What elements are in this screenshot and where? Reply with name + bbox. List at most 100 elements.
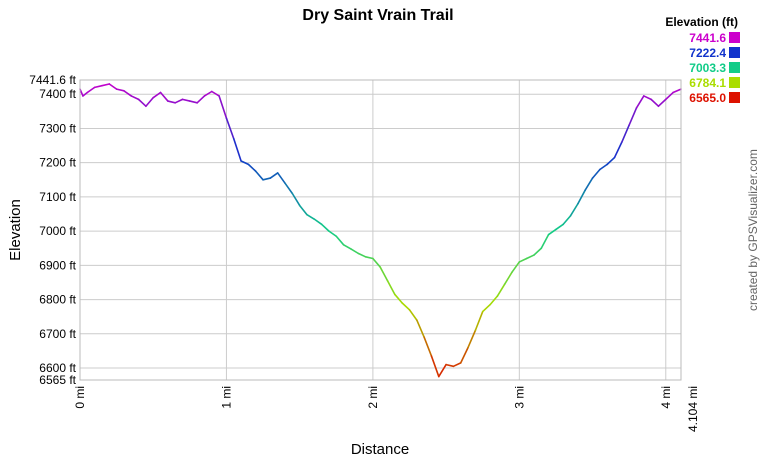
- elevation-segment: [577, 189, 587, 205]
- elevation-segment: [101, 83, 111, 87]
- elevation-segment: [584, 177, 594, 191]
- y-tick-label: 7100 ft: [39, 190, 76, 204]
- legend-value: 7441.6: [689, 31, 726, 45]
- legend: Elevation (ft) 7441.67222.47003.36784.16…: [665, 15, 740, 105]
- elevation-segment: [210, 90, 220, 97]
- elevation-segment: [518, 257, 528, 263]
- elevation-segment: [225, 117, 235, 140]
- legend-swatch: [729, 77, 740, 88]
- elevation-segment: [232, 137, 242, 162]
- legend-title: Elevation (ft): [665, 15, 738, 29]
- elevation-segment: [379, 266, 389, 282]
- elevation-segment: [474, 310, 484, 332]
- elevation-segment: [467, 329, 477, 349]
- elevation-segment: [394, 293, 403, 304]
- elevation-segment: [167, 100, 176, 104]
- legend-value: 6784.1: [689, 76, 726, 90]
- elevation-segment: [547, 228, 557, 236]
- elevation-segment: [335, 235, 345, 246]
- elevation-segment: [306, 213, 316, 220]
- elevation-segment: [320, 223, 330, 232]
- elevation-segment: [108, 83, 118, 90]
- elevation-segment: [591, 168, 601, 179]
- elevation-segment: [416, 319, 425, 339]
- elevation-segment: [489, 295, 499, 306]
- elevation-segment: [364, 255, 374, 260]
- x-axis-title: Distance: [351, 441, 409, 458]
- elevation-segment: [569, 202, 579, 217]
- x-tick-label: 0 mi: [73, 386, 87, 409]
- elevation-segment: [599, 163, 608, 171]
- elevation-segment: [606, 156, 616, 166]
- legend-value: 6565.0: [689, 91, 726, 105]
- y-tick-label: 6600 ft: [39, 361, 76, 375]
- elevation-segment: [196, 95, 206, 104]
- elevation-segment: [137, 98, 147, 108]
- y-tick-label: 6700 ft: [39, 327, 76, 341]
- legend-swatch: [729, 92, 740, 103]
- elevation-segment: [672, 88, 682, 94]
- elevation-segment: [481, 303, 491, 313]
- elevation-segment: [525, 254, 535, 260]
- y-tick-label: 6565 ft: [39, 373, 76, 387]
- credit-text: created by GPSVisualizer.com: [746, 149, 760, 311]
- y-axis-title: Elevation: [7, 199, 24, 261]
- y-tick-label: 7300 ft: [39, 121, 76, 135]
- elevation-segment: [123, 90, 133, 97]
- x-tick-label: 2 mi: [366, 386, 380, 409]
- elevation-segment: [650, 98, 660, 108]
- elevation-segment: [342, 244, 352, 250]
- elevation-segment: [159, 91, 169, 102]
- y-tick-label: 7200 ft: [39, 156, 76, 170]
- elevation-segment: [372, 257, 382, 268]
- elevation-segment: [240, 160, 250, 166]
- plot-border: [79, 79, 682, 381]
- elevation-segment: [657, 98, 667, 108]
- elevation-segment: [254, 170, 264, 181]
- elevation-segment: [357, 252, 367, 258]
- elevation-series: [79, 83, 682, 378]
- elevation-segment: [247, 163, 257, 173]
- legend-swatch: [729, 47, 740, 58]
- elevation-segment: [350, 248, 360, 255]
- y-tick-label: 6800 ft: [39, 293, 76, 307]
- elevation-segment: [452, 362, 462, 368]
- elevation-segment: [86, 86, 96, 94]
- legend-value: 7222.4: [689, 46, 726, 60]
- elevation-segment: [93, 84, 103, 89]
- elevation-segment: [291, 192, 301, 207]
- elevation-segment: [328, 230, 338, 238]
- elevation-segment: [511, 261, 521, 273]
- y-tick-label: 7000 ft: [39, 224, 76, 238]
- elevation-segment: [386, 279, 396, 296]
- y-tick-label: 6900 ft: [39, 258, 76, 272]
- elevation-segment: [269, 172, 279, 179]
- x-tick-label: 4.104 mi: [686, 386, 700, 432]
- x-tick-label: 3 mi: [512, 386, 526, 409]
- elevation-segment: [276, 172, 286, 185]
- elevation-segment: [533, 247, 543, 256]
- chart-title: Dry Saint Vrain Trail: [302, 7, 453, 24]
- elevation-segment: [82, 91, 89, 97]
- elevation-segment: [189, 100, 198, 104]
- elevation-segment: [115, 88, 125, 92]
- elevation-segment: [181, 98, 191, 102]
- elevation-segment: [445, 363, 455, 368]
- legend-swatch: [729, 62, 740, 73]
- elevation-segment: [635, 95, 645, 109]
- legend-value: 7003.3: [689, 61, 726, 75]
- plot-area: [80, 80, 681, 380]
- elevation-segment: [152, 91, 162, 99]
- elevation-segment: [145, 96, 155, 108]
- x-tick-labels: 0 mi 1 mi 2 mi 3 mi 4 mi 4.104 mi: [73, 386, 700, 432]
- elevation-segment: [408, 309, 418, 321]
- elevation-segment: [613, 141, 623, 159]
- elevation-segment: [503, 271, 513, 285]
- x-tick-label: 1 mi: [219, 386, 233, 409]
- elevation-segment: [430, 355, 440, 378]
- elevation-segment: [562, 214, 572, 226]
- y-tick-label: 7400 ft: [39, 87, 76, 101]
- elevation-segment: [203, 90, 213, 97]
